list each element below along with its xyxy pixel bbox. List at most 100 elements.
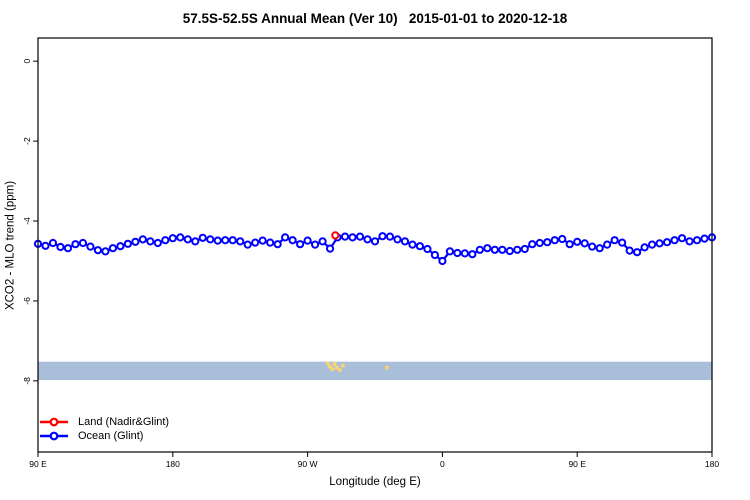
ocean-data-point bbox=[468, 250, 477, 259]
ocean-data-point bbox=[251, 238, 260, 247]
ocean-data-point bbox=[325, 244, 335, 253]
ocean-data-point bbox=[340, 232, 350, 241]
ocean-data-point bbox=[93, 246, 103, 255]
ocean-data-point bbox=[258, 236, 267, 245]
ocean-data-point bbox=[101, 247, 110, 256]
y-tick-label: -8 bbox=[22, 377, 32, 385]
ocean-data-point bbox=[580, 239, 589, 248]
flagged-point bbox=[330, 367, 335, 372]
ocean-data-point bbox=[161, 236, 170, 245]
ocean-data-point bbox=[445, 247, 454, 256]
ocean-data-point bbox=[543, 238, 552, 247]
y-tick-label: -2 bbox=[22, 137, 32, 145]
ocean-data-point bbox=[176, 233, 185, 242]
ocean-data-point bbox=[483, 244, 492, 253]
ocean-data-point bbox=[408, 240, 417, 249]
ocean-data-point bbox=[363, 235, 372, 244]
ocean-data-point bbox=[146, 237, 155, 246]
ocean-data-point bbox=[430, 250, 440, 260]
ocean-data-point bbox=[655, 239, 664, 248]
ocean-data-point bbox=[131, 237, 140, 246]
ocean-data-point bbox=[183, 235, 192, 244]
y-tick-label: 0 bbox=[22, 59, 32, 64]
ocean-data-point bbox=[206, 235, 215, 244]
ocean-data-point bbox=[41, 241, 50, 250]
ocean-data-point bbox=[266, 238, 275, 247]
ocean-data-point bbox=[123, 239, 132, 248]
flagged-point bbox=[340, 363, 345, 368]
legend-item-ocean: Ocean (Glint) bbox=[39, 429, 169, 443]
ocean-data-point bbox=[610, 236, 619, 245]
ocean-data-point bbox=[48, 238, 58, 248]
ocean-data-point bbox=[303, 236, 312, 245]
ocean-data-point bbox=[625, 246, 634, 255]
ocean-data-point bbox=[647, 240, 657, 249]
legend-item-land: Land (Nadir&Glint) bbox=[39, 415, 169, 429]
ocean-data-point bbox=[662, 238, 672, 247]
ocean-data-point bbox=[56, 242, 65, 252]
flagged-point bbox=[337, 368, 342, 373]
ocean-data-point bbox=[221, 236, 230, 245]
ocean-data-point bbox=[318, 237, 327, 246]
legend: Land (Nadir&Glint) Ocean (Glint) bbox=[39, 415, 169, 443]
ocean-data-point bbox=[573, 237, 582, 246]
ocean-data-point bbox=[385, 232, 395, 241]
ocean-data-point bbox=[513, 245, 522, 254]
ocean-data-point bbox=[198, 233, 207, 242]
x-tick-label: 0 bbox=[440, 459, 445, 469]
ocean-data-point bbox=[71, 240, 80, 249]
x-tick-label: 180 bbox=[166, 459, 180, 469]
chart-title: 57.5S-52.5S Annual Mean (Ver 10) 2015-01… bbox=[182, 11, 568, 26]
ocean-data-point bbox=[288, 236, 297, 245]
ocean-data-point bbox=[378, 232, 387, 241]
ocean-data-point bbox=[670, 236, 679, 245]
y-tick-label: -6 bbox=[22, 297, 32, 305]
x-axis-title: Longitude (deg E) bbox=[329, 476, 421, 488]
land-data-point bbox=[331, 231, 340, 240]
ocean-data-point bbox=[168, 234, 177, 243]
x-tick-label: 90 E bbox=[29, 459, 47, 469]
plot-border bbox=[37, 37, 713, 453]
y-tick-label: -4 bbox=[22, 217, 32, 225]
flagged-point bbox=[384, 365, 389, 370]
ocean-data-point bbox=[438, 256, 447, 266]
ocean-data-point bbox=[108, 244, 117, 253]
reference-band bbox=[38, 361, 712, 381]
ocean-data-point bbox=[700, 234, 709, 243]
ocean-data-point bbox=[520, 244, 529, 254]
flagged-point bbox=[328, 364, 333, 369]
legend-label-ocean: Ocean (Glint) bbox=[78, 430, 144, 442]
ocean-data-point bbox=[138, 235, 147, 244]
ocean-data-point bbox=[86, 242, 95, 251]
ocean-data-point bbox=[236, 237, 245, 246]
ocean-data-point bbox=[423, 244, 432, 254]
x-tick-label: 90 W bbox=[298, 459, 318, 469]
land-series-swatch-icon bbox=[40, 417, 68, 427]
ocean-data-point bbox=[243, 240, 252, 249]
ocean-data-point bbox=[310, 240, 320, 249]
ocean-data-point bbox=[273, 240, 282, 249]
x-tick-label: 180 bbox=[705, 459, 719, 469]
flagged-point bbox=[334, 365, 339, 370]
ocean-data-point bbox=[348, 233, 357, 242]
x-tick-label: 90 E bbox=[568, 459, 586, 469]
ocean-data-point bbox=[677, 234, 687, 243]
ocean-data-point bbox=[618, 238, 627, 247]
ocean-data-point bbox=[633, 248, 642, 257]
ocean-data-point bbox=[550, 236, 559, 245]
ocean-series-swatch-icon bbox=[40, 431, 68, 441]
ocean-data-point bbox=[490, 245, 499, 254]
legend-marker bbox=[49, 417, 59, 427]
ocean-data-point bbox=[685, 237, 694, 246]
ocean-data-point bbox=[228, 236, 237, 245]
ocean-data-point bbox=[355, 232, 365, 241]
flagged-point bbox=[332, 362, 337, 367]
ocean-data-point bbox=[535, 238, 544, 248]
ocean-data-point bbox=[498, 245, 507, 254]
flagged-point bbox=[325, 361, 330, 366]
ocean-data-point bbox=[393, 235, 402, 244]
ocean-data-point bbox=[63, 244, 73, 253]
ocean-data-point bbox=[191, 237, 200, 246]
